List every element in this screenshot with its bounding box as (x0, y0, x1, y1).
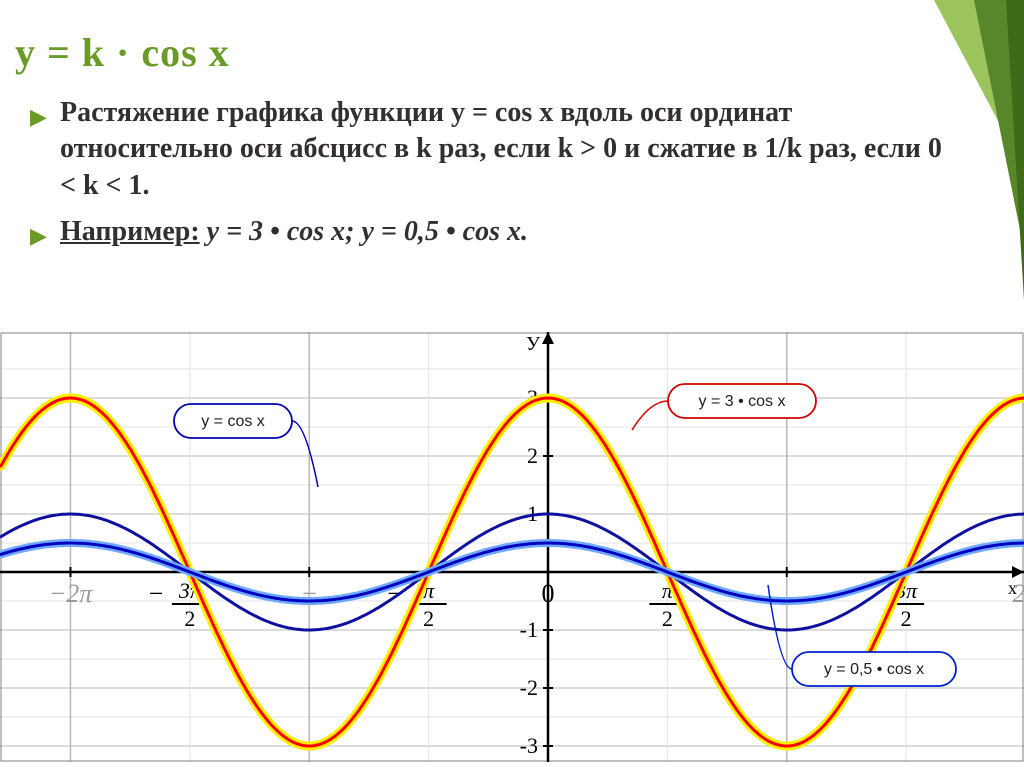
bullet-arrow-icon: ▶ (30, 214, 60, 254)
callout-label: y = cos x (201, 413, 265, 430)
x-tick-minus: − (149, 579, 164, 608)
cosine-chart: Уx321-1-2-3−2π−3π2−−π20π23π22πy = cos xy… (0, 332, 1024, 762)
slide-title: y = k · cos x (15, 29, 230, 76)
bullet-2: ▶ Например: y = 3 • cos x; y = 0,5 • cos… (30, 214, 950, 254)
callout-label: y = 0,5 • cos x (824, 661, 924, 678)
svg-text:У: У (526, 333, 541, 355)
svg-text:-3: -3 (520, 733, 538, 758)
svg-text:-1: -1 (520, 617, 538, 642)
example-functions: y = 3 • cos x; y = 0,5 • cos x. (200, 216, 528, 247)
bullet-arrow-icon: ▶ (30, 95, 60, 204)
example-label: Например: (60, 216, 200, 247)
svg-text:2π: 2π (1013, 579, 1024, 608)
bullet-1: ▶ Растяжение графика функции y = cos x в… (30, 95, 950, 204)
bullet-1-text: Растяжение графика функции y = cos x вдо… (60, 95, 950, 204)
svg-text:−2π: −2π (49, 579, 94, 608)
bullet-2-text: Например: y = 3 • cos x; y = 0,5 • cos x… (60, 214, 950, 254)
callout-label: y = 3 • cos x (699, 393, 786, 410)
svg-text:2: 2 (901, 606, 912, 631)
svg-text:2: 2 (184, 606, 195, 631)
svg-text:2: 2 (527, 443, 538, 468)
svg-text:2: 2 (423, 606, 434, 631)
svg-text:0: 0 (542, 579, 555, 608)
slide-body: ▶ Растяжение графика функции y = cos x в… (30, 95, 950, 264)
svg-text:-2: -2 (520, 675, 538, 700)
svg-text:2: 2 (662, 606, 673, 631)
